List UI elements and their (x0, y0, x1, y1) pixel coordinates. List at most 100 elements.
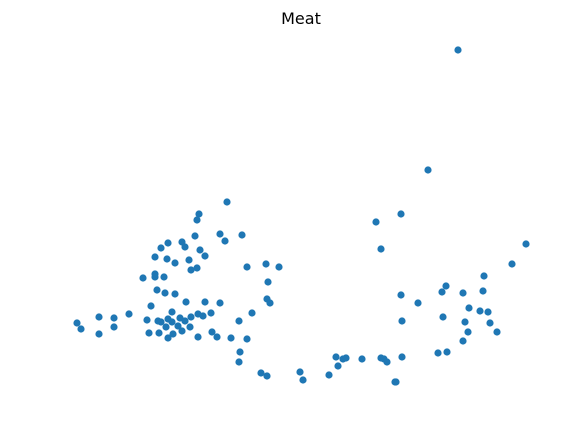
scatter-point-86 (95, 330, 103, 338)
scatter-point-93 (459, 337, 467, 345)
scatter-point-83 (178, 327, 186, 335)
scatter-point-40 (459, 289, 467, 297)
scatter-point-7 (216, 230, 224, 238)
scatter-point-34 (264, 278, 272, 286)
scatter-point-38 (171, 290, 179, 298)
scatter-point-81 (145, 329, 153, 337)
scatter-point-85 (464, 328, 472, 336)
scatter-point-14 (157, 244, 165, 252)
scatter-point-73 (486, 319, 494, 327)
scatter-point-89 (194, 333, 202, 341)
scatter-point-113 (392, 378, 400, 386)
scatter-point-61 (110, 314, 118, 322)
scatter-point-2 (223, 198, 231, 206)
scatter-point-28 (508, 260, 516, 268)
scatter-point-90 (213, 333, 221, 341)
scatter-point-76 (162, 323, 170, 331)
scatter-point-58 (439, 313, 447, 321)
scatter-point-0 (454, 46, 462, 54)
scatter-points (73, 46, 530, 386)
scatter-point-108 (296, 368, 304, 376)
chart-title: Meat (281, 9, 321, 28)
scatter-point-65 (143, 316, 151, 324)
scatter-point-111 (299, 376, 307, 384)
scatter-point-22 (171, 259, 179, 267)
scatter-point-99 (342, 354, 350, 362)
scatter-point-39 (438, 288, 446, 296)
scatter-point-57 (125, 310, 133, 318)
scatter-point-26 (275, 263, 283, 271)
scatter-point-21 (185, 256, 193, 264)
scatter-point-16 (377, 245, 385, 253)
scatter-point-25 (243, 263, 251, 271)
scatter-point-78 (186, 323, 194, 331)
scatter-point-1 (424, 166, 432, 174)
scatter-point-104 (383, 358, 391, 366)
scatter-point-70 (168, 318, 176, 326)
scatter-point-96 (443, 348, 451, 356)
scatter-point-80 (208, 328, 216, 336)
scatter-point-51 (476, 307, 484, 315)
scatter-point-6 (193, 216, 201, 224)
scatter-point-35 (442, 282, 450, 290)
scatter-point-48 (414, 299, 422, 307)
scatter-point-75 (110, 323, 118, 331)
scatter-point-110 (325, 371, 333, 379)
scatter-point-31 (139, 274, 147, 282)
scatter-point-20 (163, 255, 171, 263)
scatter-point-79 (77, 325, 85, 333)
scatter-point-64 (187, 313, 195, 321)
scatter-point-4 (195, 210, 203, 218)
scatter-point-87 (169, 330, 177, 338)
scatter-point-19 (151, 253, 159, 261)
scatter-point-72 (461, 318, 469, 326)
scatter-point-3 (397, 210, 405, 218)
scatter-point-15 (196, 246, 204, 254)
scatter-point-27 (187, 266, 195, 274)
scatter-point-97 (332, 353, 340, 361)
scatter-point-105 (235, 358, 243, 366)
scatter-point-102 (398, 353, 406, 361)
scatter-point-84 (493, 328, 501, 336)
scatter-point-23 (262, 260, 270, 268)
scatter-point-13 (181, 243, 189, 251)
scatter-point-69 (181, 317, 189, 325)
scatter-point-37 (161, 289, 169, 297)
scatter-point-94 (236, 348, 244, 356)
scatter-point-24 (193, 264, 201, 272)
scatter-point-46 (201, 298, 209, 306)
scatter-point-71 (398, 317, 406, 325)
scatter-point-100 (358, 355, 366, 363)
scatter-point-53 (248, 309, 256, 317)
scatter-point-50 (465, 304, 473, 312)
scatter-point-106 (334, 362, 342, 370)
scatter-point-18 (201, 252, 209, 260)
scatter-point-5 (372, 218, 380, 226)
scatter-point-36 (153, 286, 161, 294)
scatter-point-95 (434, 349, 442, 357)
scatter-point-60 (95, 313, 103, 321)
scatter-point-49 (147, 302, 155, 310)
scatter-point-74 (73, 319, 81, 327)
scatter-point-33 (480, 272, 488, 280)
scatter-point-92 (243, 335, 251, 343)
scatter-point-59 (199, 312, 207, 320)
scatter-point-9 (238, 231, 246, 239)
scatter-point-91 (227, 334, 235, 342)
scatter-point-109 (263, 372, 271, 380)
scatter-point-32 (151, 273, 159, 281)
scatter-point-10 (221, 237, 229, 245)
scatter-point-54 (484, 308, 492, 316)
scatter-point-52 (168, 308, 176, 316)
scatter-point-88 (164, 334, 172, 342)
scatter-point-44 (266, 299, 274, 307)
scatter-point-68 (235, 317, 243, 325)
scatter-point-42 (397, 291, 405, 299)
scatter-point-107 (257, 369, 265, 377)
scatter-point-8 (191, 232, 199, 240)
scatter-point-77 (174, 322, 182, 330)
scatter-point-41 (479, 287, 487, 295)
scatter-point-45 (182, 298, 190, 306)
scatter-point-82 (155, 329, 163, 337)
